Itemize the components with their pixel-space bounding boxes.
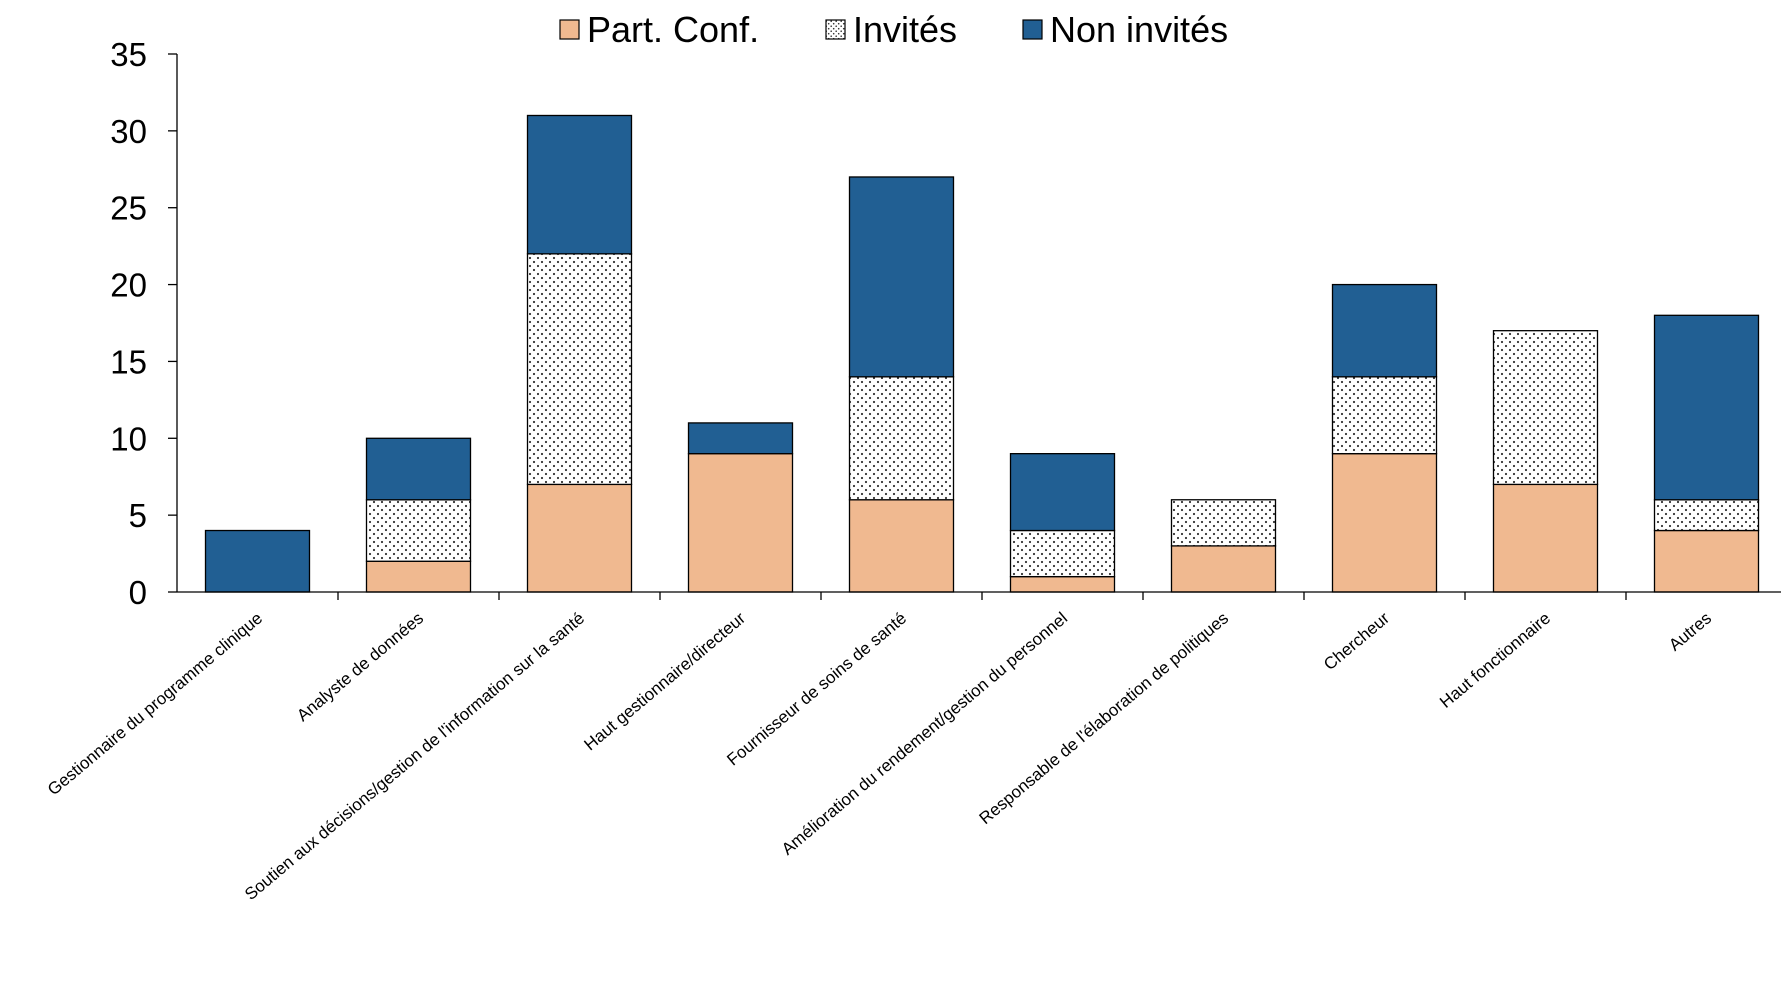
bar-segment-3-10 — [1653, 314, 1760, 501]
bar-segment-1-4 — [687, 453, 794, 593]
legend-label-3: Non invités — [1050, 9, 1228, 50]
bar-segment-3-6 — [1009, 453, 1116, 532]
x-category-label: Soutien aux décisions/gestion de l'infor… — [241, 609, 588, 904]
bar-segment-3-5 — [848, 176, 955, 378]
legend-swatch-1 — [559, 19, 580, 40]
bar-segment-1-2 — [365, 560, 472, 593]
bar-segment-3-8 — [1331, 283, 1438, 378]
x-category-label: Autres — [1665, 609, 1715, 655]
y-tick-label: 15 — [110, 343, 147, 380]
bar-segment-2-7 — [1170, 499, 1277, 547]
y-tick-label: 30 — [110, 113, 147, 150]
bar-segment-1-5 — [848, 499, 955, 593]
bar-segment-3-4 — [687, 422, 794, 455]
x-category-label: Fournisseur de soins de santé — [723, 609, 910, 770]
x-category-label: Amélioration du rendement/gestion du per… — [778, 609, 1071, 859]
bar-segment-1-7 — [1170, 545, 1277, 593]
x-category-label: Analyste de données — [293, 609, 427, 726]
y-tick-label: 20 — [110, 267, 147, 304]
y-tick-label: 5 — [129, 497, 147, 534]
y-tick-label: 0 — [129, 574, 147, 611]
x-category-label: Haut gestionnaire/directeur — [580, 608, 749, 754]
y-tick-label: 25 — [110, 190, 147, 227]
legend-swatch-2 — [825, 19, 846, 40]
y-axis-ticks: 0 5 10 15 20 25 30 35 — [110, 36, 177, 611]
bar-segment-1-3 — [526, 483, 633, 593]
bar-segment-1-10 — [1653, 529, 1760, 593]
y-tick-label: 35 — [110, 36, 147, 73]
bar-segment-2-9 — [1492, 330, 1599, 486]
legend-swatch-3 — [1022, 19, 1043, 40]
bar-segment-3-3 — [526, 114, 633, 255]
y-tick-label: 10 — [110, 420, 147, 457]
axes — [176, 54, 1781, 600]
bar-segment-2-6 — [1009, 529, 1116, 578]
x-category-label: Chercheur — [1320, 608, 1393, 674]
x-category-label: Responsable de l'élaboration de politiqu… — [976, 609, 1233, 829]
bar-segment-2-3 — [526, 253, 633, 486]
x-axis-labels: Gestionnaire du programme clinique Analys… — [44, 608, 1715, 904]
legend: Part. Conf. Invités Non invités — [559, 9, 1228, 50]
legend-label-2: Invités — [853, 9, 957, 50]
bar-segment-2-5 — [848, 376, 955, 501]
bar-segment-3-2 — [365, 437, 472, 501]
x-category-label: Haut fonctionnaire — [1436, 609, 1554, 712]
bar-segment-1-6 — [1009, 575, 1116, 593]
bar-segment-1-9 — [1492, 483, 1599, 593]
bar-segment-1-8 — [1331, 453, 1438, 593]
bar-segment-2-10 — [1653, 499, 1760, 532]
x-category-label: Gestionnaire du programme clinique — [44, 609, 266, 800]
bars — [204, 114, 1760, 593]
legend-label-1: Part. Conf. — [587, 9, 759, 50]
bar-segment-2-2 — [365, 499, 472, 562]
bar-segment-3-1 — [204, 529, 311, 593]
bar-segment-2-8 — [1331, 376, 1438, 455]
